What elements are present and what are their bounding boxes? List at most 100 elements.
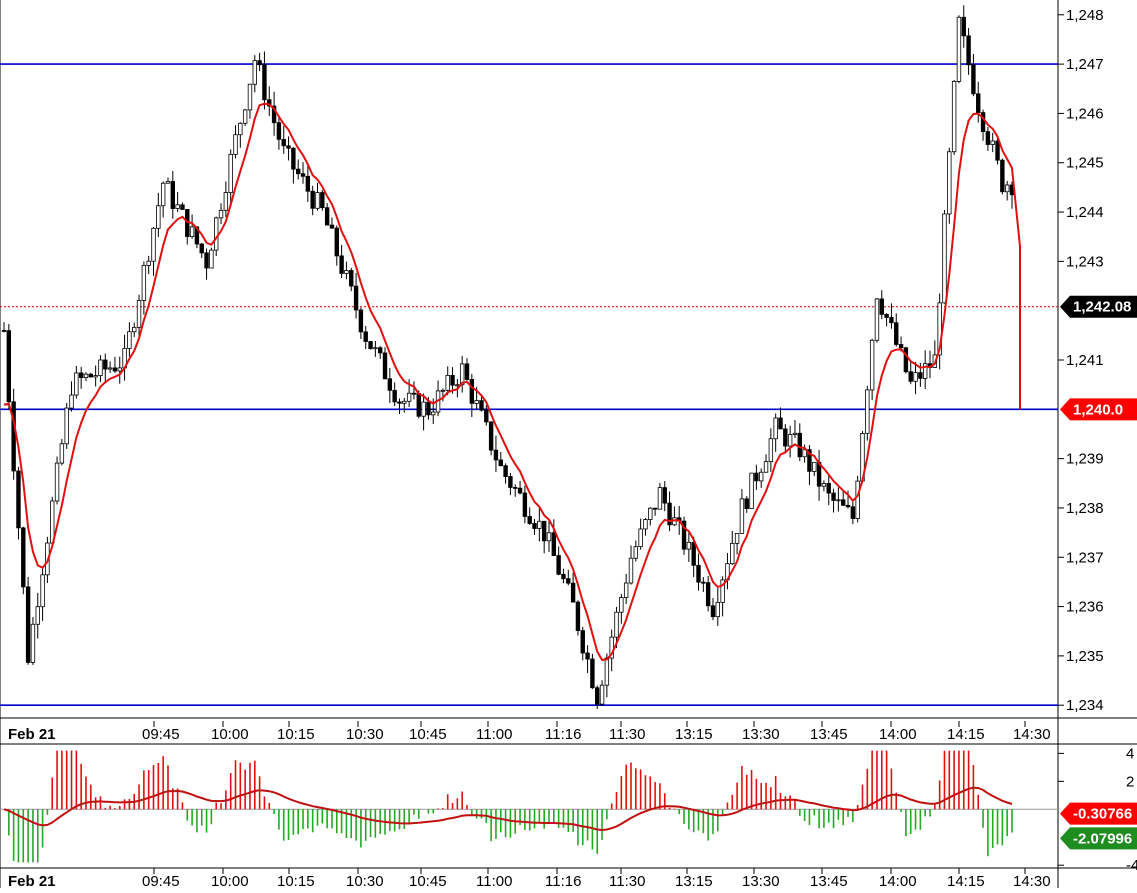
candle-body (879, 298, 884, 315)
candle-body (78, 372, 84, 379)
candle-body (561, 573, 566, 580)
x-tick-label-price: 10:30 (346, 726, 384, 743)
candle-body (913, 372, 918, 382)
candle-body (421, 401, 426, 417)
x-tick-label-osc: 11:16 (545, 873, 581, 888)
candle-body (353, 285, 359, 311)
candle-body (812, 461, 817, 472)
candle-body (368, 341, 373, 350)
y-tick-label: 1,248 (1066, 7, 1104, 24)
y-tick-label: 1,243 (1066, 253, 1104, 270)
x-tick-label-price: 10:15 (277, 726, 315, 743)
candle-body (21, 527, 26, 588)
candle-body (334, 227, 339, 257)
price-badge-text: 1,242.08 (1073, 299, 1131, 316)
candle-body (546, 532, 552, 542)
candle-body (459, 363, 465, 386)
candle-body (223, 192, 229, 211)
x-tick-label-osc: 11:00 (476, 873, 512, 888)
value-badges: 1,242.08 1,240.0 -0.30766 -2.07996 (1060, 295, 1137, 850)
candle-body (971, 64, 976, 95)
candle-body (739, 498, 745, 534)
x-tick-label-osc: 14:30 (1013, 873, 1051, 888)
candle-body (291, 147, 296, 170)
candle-body (720, 579, 725, 603)
line-badge-shape (1060, 398, 1137, 421)
y-tick-label: 1,241 (1066, 352, 1104, 369)
candle-body (93, 375, 98, 378)
candle-body (802, 449, 807, 458)
candle-body (40, 574, 45, 608)
x-tick-label-osc: 10:30 (346, 873, 384, 888)
candle-body (30, 623, 36, 663)
candle-body (103, 359, 108, 370)
candle-body (440, 389, 446, 392)
red-line-series (3, 102, 1021, 661)
candle-body (937, 302, 942, 356)
candle-body (691, 541, 696, 566)
candle-body (54, 462, 60, 502)
candle-body (956, 16, 962, 82)
candle-body (349, 270, 354, 287)
candle-body (281, 138, 286, 147)
candle-body (503, 465, 508, 477)
candle-body (773, 417, 778, 440)
candle-body (238, 122, 243, 136)
candle-body (556, 555, 561, 575)
candle-body (845, 504, 851, 508)
candle-body (681, 520, 687, 550)
candle-body (585, 652, 590, 660)
line-badge: 1,240.0 (1060, 398, 1137, 421)
candle-body (705, 582, 711, 607)
candle-body (633, 546, 639, 559)
x-tick-label-price: 11:00 (476, 726, 512, 743)
candle-body (228, 153, 233, 194)
candle-body (754, 472, 759, 482)
candle-body (1000, 159, 1005, 193)
candle-body (392, 389, 397, 403)
candle-body (532, 523, 537, 529)
candle-body (768, 438, 774, 463)
x-tick-label-price: 13:15 (675, 726, 713, 743)
candle-body (980, 112, 986, 132)
candle-body (619, 597, 624, 613)
y-tick-label: 1,237 (1066, 549, 1104, 566)
candle-body (64, 407, 69, 445)
x-tick-label-osc: 14:15 (947, 873, 985, 888)
candle-body (252, 60, 257, 85)
x-tick-label-price: 14:30 (1013, 726, 1051, 743)
candle-body (107, 367, 113, 370)
candle-body (744, 498, 749, 509)
candle-body (541, 520, 547, 542)
candle-body (648, 507, 653, 520)
y-tick-label: 1,234 (1066, 697, 1104, 714)
candle-body (397, 401, 402, 404)
candle-body (233, 134, 238, 155)
candle-body (257, 60, 262, 66)
candle-body (652, 507, 658, 510)
candle-body (922, 363, 928, 379)
candle-body (513, 487, 518, 489)
candle-body (918, 372, 923, 379)
candle-body (710, 605, 716, 618)
candle-body (614, 611, 619, 638)
candle-body (431, 411, 436, 416)
price-horizontal-lines (0, 63, 1058, 707)
candle-body (469, 379, 475, 404)
candle-body (247, 83, 253, 111)
y-tick-label: 1,244 (1066, 204, 1104, 221)
candle-body (175, 204, 180, 209)
x-tick-label-price: 14:15 (947, 726, 985, 743)
candle-body (339, 255, 344, 274)
candle-body (517, 487, 523, 494)
y-tick-label: 1,235 (1066, 648, 1104, 665)
x-tick-label-price: 09:45 (142, 726, 180, 743)
candle-body (855, 480, 860, 519)
candle-body (426, 401, 431, 416)
candle-body (484, 409, 489, 423)
candle-body (315, 192, 320, 209)
candle-body (836, 499, 841, 502)
candle-body (98, 359, 103, 377)
y-tick-label: 1,238 (1066, 500, 1104, 517)
